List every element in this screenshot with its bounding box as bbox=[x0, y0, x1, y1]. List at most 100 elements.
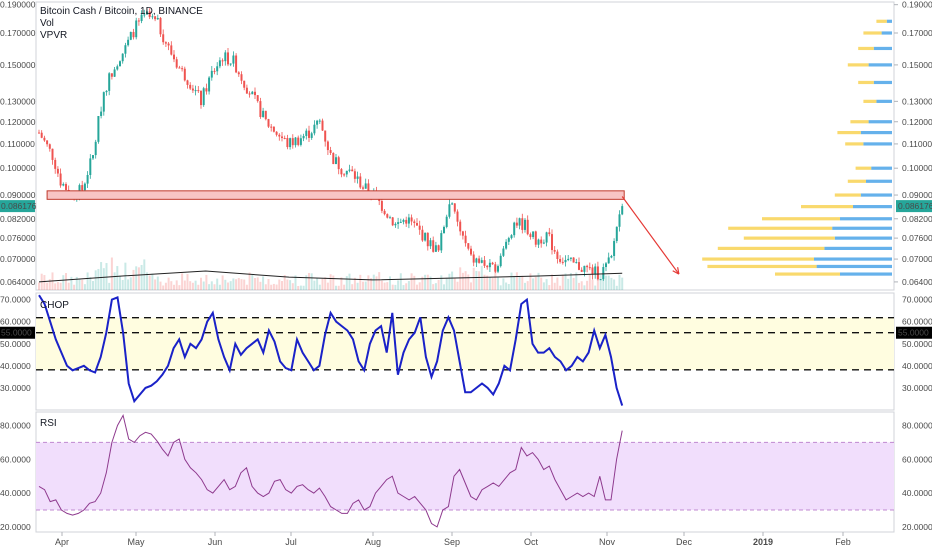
candle-body bbox=[494, 264, 497, 272]
volume-bar bbox=[370, 278, 373, 290]
volume-bar bbox=[305, 275, 308, 290]
candle-body bbox=[283, 137, 286, 139]
candle-body bbox=[578, 262, 580, 270]
price-tick-right: 0.150000 bbox=[902, 60, 932, 70]
price-tick-left: 0.064000 bbox=[0, 277, 36, 287]
volume-bar bbox=[572, 277, 575, 290]
price-tick-right: 0.100000 bbox=[902, 163, 932, 173]
volume-bar bbox=[389, 276, 391, 290]
price-tick-right: 0.130000 bbox=[902, 96, 932, 106]
volume-bar bbox=[521, 275, 524, 290]
price-tick-left: 0.150000 bbox=[0, 60, 36, 70]
volume-bar bbox=[351, 284, 354, 290]
candle-body bbox=[615, 226, 618, 242]
price-tick-right: 0.090000 bbox=[902, 190, 932, 200]
vpvr-bar-buy bbox=[816, 264, 892, 269]
vpvr-bar-buy bbox=[886, 19, 892, 23]
volume-bar bbox=[564, 273, 567, 290]
candle-body bbox=[356, 176, 359, 179]
candle-body bbox=[186, 80, 189, 85]
candle-body bbox=[343, 174, 346, 176]
volume-bar bbox=[92, 280, 94, 290]
volume-bar bbox=[591, 280, 594, 290]
vpvr-bar-buy bbox=[866, 179, 892, 183]
volume-bar bbox=[113, 272, 116, 290]
volume-bar bbox=[156, 276, 159, 290]
candle-body bbox=[321, 120, 324, 131]
volume-bar bbox=[178, 285, 181, 290]
volume-bar bbox=[343, 284, 346, 290]
candle-body bbox=[418, 225, 421, 230]
volume-bar bbox=[162, 285, 165, 290]
volume-bar bbox=[378, 272, 381, 290]
volume-bar bbox=[65, 273, 67, 290]
volume-bar bbox=[146, 272, 148, 290]
candle-body bbox=[432, 240, 435, 252]
volume-bar bbox=[515, 272, 518, 290]
volume-bar bbox=[596, 275, 599, 290]
candle-body bbox=[613, 241, 616, 257]
volume-bar bbox=[205, 274, 208, 290]
volume-bar bbox=[513, 275, 516, 290]
volume-bar bbox=[416, 284, 418, 290]
volume-bar bbox=[413, 275, 416, 290]
volume-bar bbox=[480, 265, 483, 290]
volume-bar bbox=[464, 271, 467, 290]
volume-bar bbox=[262, 276, 265, 290]
candle-body bbox=[208, 77, 211, 92]
volume-bar bbox=[75, 276, 78, 290]
candle-body bbox=[140, 14, 143, 22]
candle-body bbox=[391, 217, 394, 226]
volume-bar bbox=[56, 282, 59, 290]
price-tick-right: 0.070000 bbox=[902, 254, 932, 264]
vpvr-bar-buy bbox=[860, 193, 892, 197]
vpvr-bar-sell bbox=[858, 46, 874, 51]
x-tick-label: Apr bbox=[55, 537, 69, 547]
volume-bar bbox=[421, 276, 424, 290]
x-tick-label: Jul bbox=[285, 537, 297, 547]
candle-body bbox=[224, 52, 227, 62]
candle-body bbox=[605, 263, 607, 268]
candle-body bbox=[518, 218, 521, 226]
candle-body bbox=[618, 214, 621, 227]
vpvr-bar-sell bbox=[858, 80, 874, 85]
candle-body bbox=[591, 267, 594, 275]
price-tick-left: 0.076000 bbox=[0, 233, 36, 243]
rsi-line bbox=[38, 414, 623, 528]
candle-body bbox=[448, 204, 451, 217]
x-tick-label: 2019 bbox=[753, 537, 773, 547]
volume-bar bbox=[294, 275, 297, 290]
candle-body bbox=[394, 223, 397, 226]
candle-body bbox=[386, 214, 389, 218]
price-tick-left: 0.082000 bbox=[0, 214, 36, 224]
candle-body bbox=[510, 235, 513, 239]
candle-body bbox=[353, 171, 356, 179]
vpvr-indicator-label: VPVR bbox=[40, 30, 68, 41]
volume-bar bbox=[545, 279, 548, 290]
candle-body bbox=[424, 232, 427, 241]
vpvr-bar-buy bbox=[832, 226, 892, 230]
volume-bar bbox=[286, 279, 289, 290]
candle-body bbox=[229, 63, 232, 65]
volume-bar bbox=[353, 277, 356, 290]
candle-body bbox=[83, 183, 86, 191]
candle-body bbox=[200, 90, 202, 106]
candle-body bbox=[383, 210, 386, 215]
price-tick-left: 0.070000 bbox=[0, 254, 36, 264]
candle-body bbox=[216, 66, 219, 72]
volume-bar bbox=[159, 281, 162, 290]
volume-bar bbox=[502, 278, 505, 290]
candle-body bbox=[191, 88, 194, 91]
volume-bar bbox=[129, 277, 132, 290]
volume-bar bbox=[281, 280, 283, 290]
volume-bar bbox=[345, 276, 348, 290]
candle-body bbox=[607, 257, 610, 264]
volume-bar bbox=[275, 284, 278, 290]
volume-bar bbox=[375, 276, 378, 290]
candle-body bbox=[297, 137, 300, 145]
last-price-tag-right bbox=[896, 200, 932, 213]
candle-body bbox=[548, 232, 551, 235]
volume-bar bbox=[607, 275, 610, 290]
candle-body bbox=[289, 138, 292, 148]
candle-body bbox=[456, 211, 459, 222]
